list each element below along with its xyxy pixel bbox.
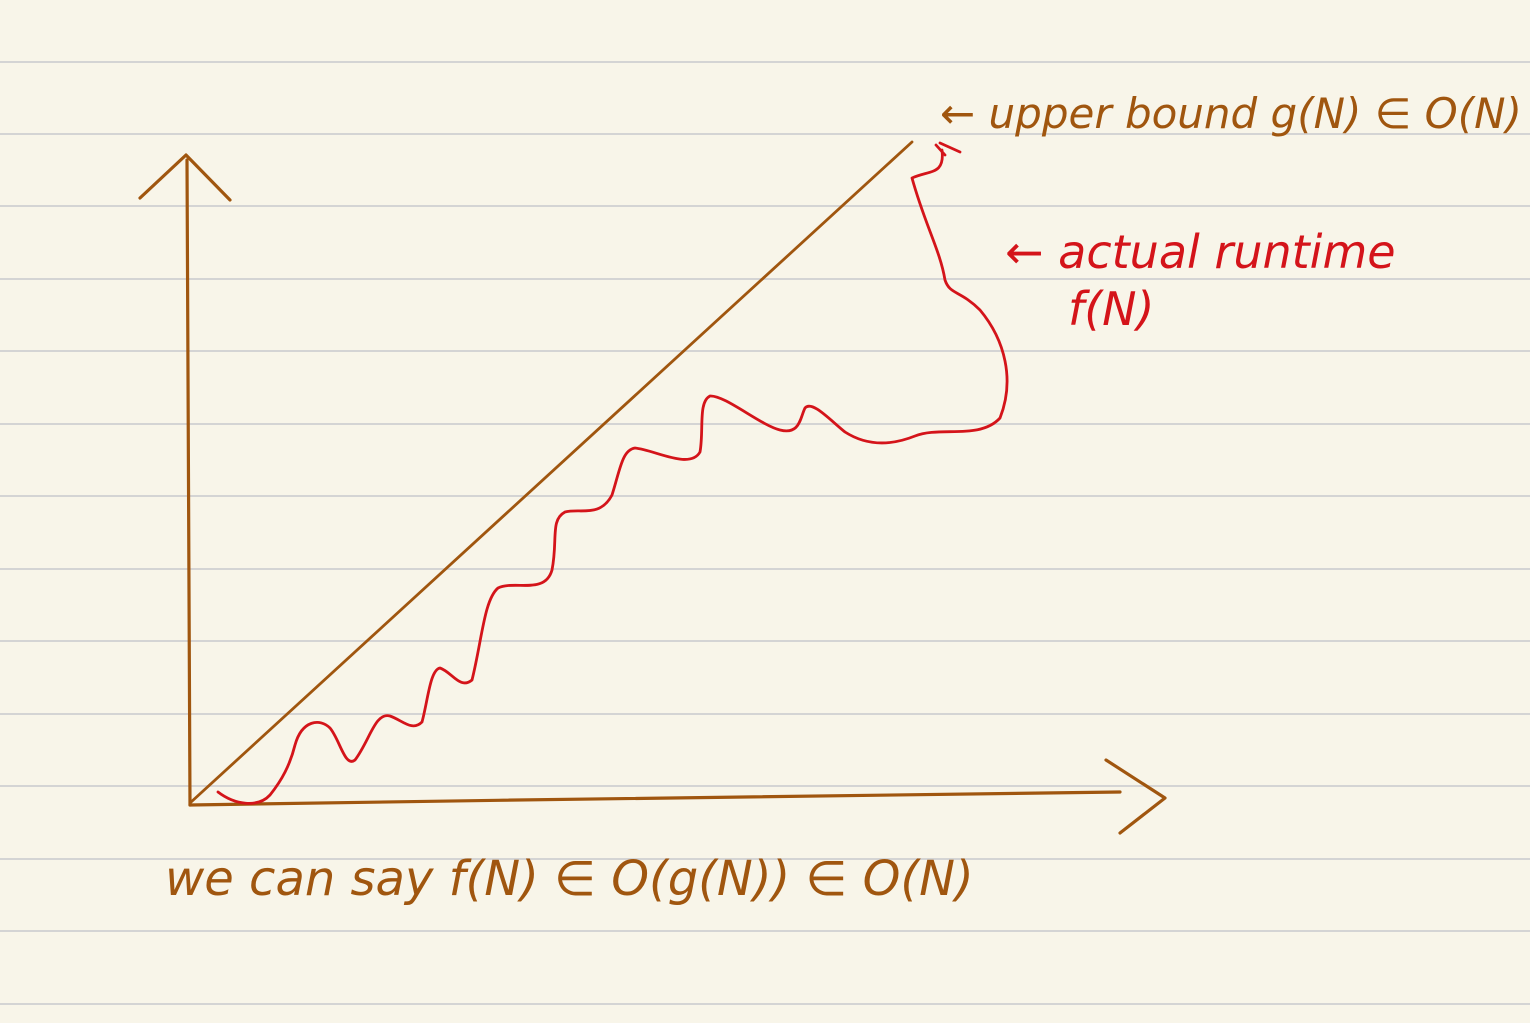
actual-runtime-label: ← actual runtime (1005, 225, 1396, 279)
runtime-function-label: f(N) (1068, 282, 1155, 336)
x-axis (188, 758, 1167, 835)
x-axis-arrowhead (1104, 758, 1167, 835)
y-axis-line (185, 158, 192, 807)
conclusion-text: we can say f(N) ∈ O(g(N)) ∈ O(N) (165, 851, 974, 907)
y-axis-arrowhead (138, 153, 232, 202)
curve-end-tick (934, 141, 962, 157)
upper-bound-line (188, 140, 914, 805)
actual-runtime-curve (216, 148, 1009, 805)
x-axis-line (188, 790, 1122, 807)
y-axis (138, 153, 232, 807)
upper-bound-label: ← upper bound g(N) ∈ O(N) (940, 89, 1522, 138)
